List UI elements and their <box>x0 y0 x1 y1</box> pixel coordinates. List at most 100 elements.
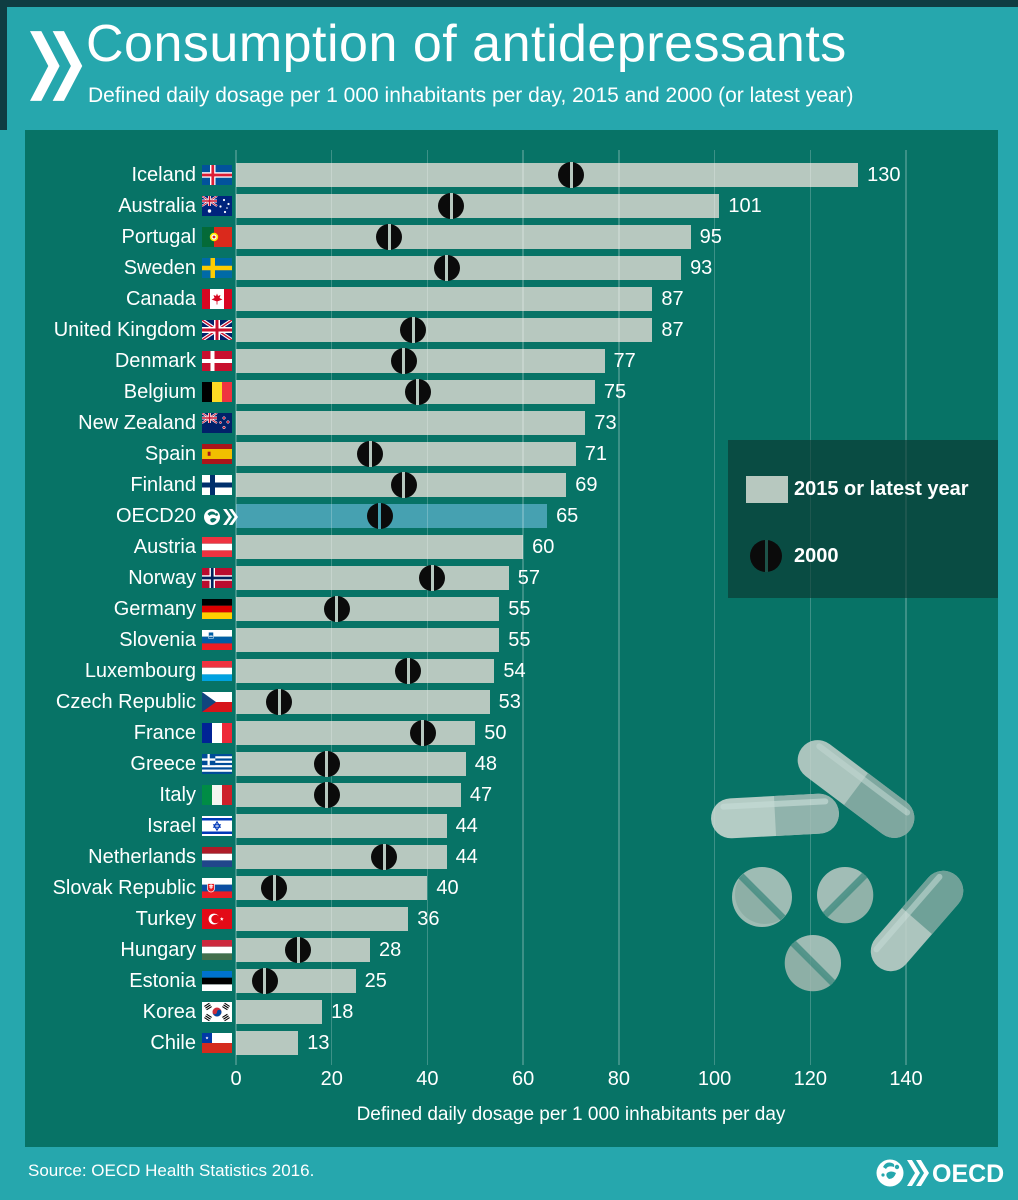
bar-value-label: 130 <box>867 164 901 186</box>
x-tick-label: 20 <box>320 1068 343 1090</box>
marker-2000 <box>390 348 417 374</box>
bar-value-label: 25 <box>364 970 387 992</box>
iceland-flag-icon <box>202 165 232 185</box>
norway-flag-icon <box>202 568 232 588</box>
new-zealand-flag-icon <box>202 413 232 433</box>
bar-2015 <box>236 721 476 745</box>
x-tick-label: 40 <box>416 1068 439 1090</box>
gridline <box>618 150 620 1065</box>
bar-2015 <box>236 1031 299 1055</box>
marker-2000 <box>395 658 422 684</box>
country-label: Belgium <box>123 381 196 403</box>
marker-2000 <box>371 844 398 870</box>
bar-2015 <box>236 1000 323 1024</box>
finland-flag-icon <box>202 475 232 495</box>
canada-flag-icon <box>202 289 232 309</box>
bar-2015 <box>236 287 653 311</box>
oecd-globe-icon <box>202 506 240 526</box>
bar-2015 <box>236 597 500 621</box>
bar-2015 <box>236 194 720 218</box>
bar-value-label: 54 <box>503 660 526 682</box>
bar-value-label: 71 <box>584 443 608 465</box>
marker-2000 <box>400 317 427 343</box>
left-border <box>0 0 7 130</box>
uk-flag-icon <box>202 320 232 340</box>
x-axis-label: Defined daily dosage per 1 000 inhabitan… <box>356 1104 786 1125</box>
bar-value-label: 60 <box>532 536 555 558</box>
oecd-wordmark: OECD <box>932 1160 1004 1188</box>
x-tick-label: 100 <box>697 1068 732 1090</box>
marker-2000 <box>313 782 340 808</box>
bar-2015 <box>236 411 586 435</box>
country-label: Czech Republic <box>55 691 196 713</box>
greece-flag-icon <box>202 754 232 774</box>
country-label: Turkey <box>135 908 196 930</box>
bar-value-label: 36 <box>417 908 440 930</box>
marker-2000 <box>558 162 584 188</box>
marker-2000 <box>438 193 465 219</box>
top-border <box>0 0 1018 7</box>
country-label: Slovak Republic <box>52 877 196 899</box>
bar-2015 <box>236 318 653 342</box>
header: Consumption of antidepressants Defined d… <box>0 0 1018 130</box>
country-label: Austria <box>133 536 196 558</box>
country-label: Portugal <box>121 226 197 248</box>
country-label: Spain <box>144 443 196 465</box>
bar-value-label: 50 <box>484 722 507 744</box>
legend-label-2000: 2000 <box>794 545 839 567</box>
country-label: Luxembourg <box>84 660 196 682</box>
austria-flag-icon <box>202 537 232 557</box>
country-label: Israel <box>147 815 196 837</box>
gridline <box>235 150 237 1065</box>
marker-2000 <box>261 875 288 901</box>
oecd-double-chevron-icon <box>30 31 83 101</box>
marker-2000 <box>285 937 312 963</box>
bar-value-label: 77 <box>613 350 636 372</box>
country-label: Sweden <box>123 257 196 279</box>
legend-bar-swatch-icon <box>746 476 788 503</box>
turkey-flag-icon <box>202 909 232 929</box>
bar-2015 <box>236 752 466 776</box>
country-label: Norway <box>128 567 196 589</box>
country-label: Netherlands <box>88 846 196 868</box>
bar-value-label: 53 <box>498 691 521 713</box>
footer: Source: OECD Health Statistics 2016. OEC… <box>0 1147 1018 1200</box>
czech-flag-icon <box>202 692 232 712</box>
country-label: Korea <box>142 1001 196 1023</box>
legend-pill-marker-icon <box>750 540 782 572</box>
bar-value-label: 73 <box>594 412 617 434</box>
country-label: Estonia <box>129 970 196 992</box>
country-label: OECD20 <box>115 505 196 527</box>
bar-2015 <box>236 783 461 807</box>
marker-2000 <box>404 379 431 405</box>
page-subtitle: Defined daily dosage per 1 000 inhabitan… <box>88 84 854 107</box>
italy-flag-icon <box>202 785 232 805</box>
marker-2000 <box>433 255 460 281</box>
marker-2000 <box>266 689 293 715</box>
bar-2015 <box>236 225 691 249</box>
country-label: Chile <box>150 1032 196 1054</box>
australia-flag-icon <box>202 196 232 216</box>
netherlands-flag-icon <box>202 847 232 867</box>
country-label: Hungary <box>120 939 196 961</box>
bar-value-label: 44 <box>455 846 478 868</box>
bar-2015 <box>236 628 500 652</box>
bar-value-label: 75 <box>603 381 627 403</box>
france-flag-icon <box>202 723 232 743</box>
bar-value-label: 95 <box>699 226 722 248</box>
bar-value-label: 87 <box>661 319 684 341</box>
x-tick-label: 80 <box>607 1068 630 1090</box>
bar-2015 <box>236 659 495 683</box>
country-label: Iceland <box>131 164 197 186</box>
estonia-flag-icon <box>202 971 232 991</box>
country-label: Slovenia <box>119 629 196 651</box>
gridline <box>522 150 524 1065</box>
x-tick-label: 60 <box>512 1068 535 1090</box>
legend-label-2015: 2015 or latest year <box>794 478 969 500</box>
bar-value-label: 44 <box>455 815 478 837</box>
bar-value-label: 93 <box>690 257 713 279</box>
belgium-flag-icon <box>202 382 232 402</box>
country-label: Italy <box>159 784 196 806</box>
bar-value-label: 18 <box>331 1001 354 1023</box>
